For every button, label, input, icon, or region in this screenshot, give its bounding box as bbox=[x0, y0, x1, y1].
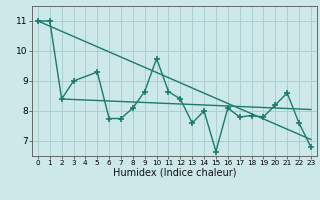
X-axis label: Humidex (Indice chaleur): Humidex (Indice chaleur) bbox=[113, 168, 236, 178]
